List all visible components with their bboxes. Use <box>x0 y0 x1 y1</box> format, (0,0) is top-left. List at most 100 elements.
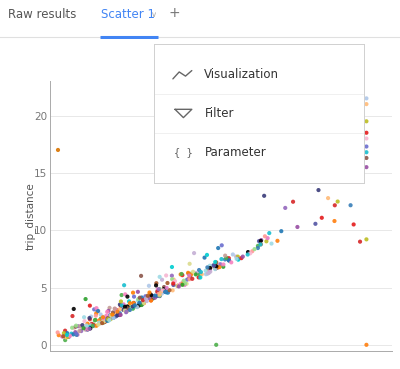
Point <box>347 202 354 208</box>
Point <box>198 271 205 277</box>
Point <box>110 310 116 315</box>
Point <box>202 268 209 274</box>
Point <box>84 327 91 332</box>
Point <box>92 317 98 323</box>
Point <box>170 277 177 283</box>
Point <box>105 316 111 322</box>
Point <box>89 323 96 329</box>
Text: ∨: ∨ <box>63 10 69 19</box>
Point <box>154 289 161 294</box>
Point <box>170 287 176 293</box>
Point <box>106 317 112 323</box>
Point <box>80 325 87 331</box>
Point <box>65 334 71 340</box>
Point <box>204 252 210 258</box>
Point <box>212 266 219 272</box>
Point <box>124 306 130 312</box>
Point <box>138 302 145 308</box>
Point <box>261 193 267 199</box>
Point <box>131 300 137 306</box>
Point <box>179 272 186 278</box>
Point <box>159 291 165 297</box>
Point <box>124 303 131 309</box>
Point <box>82 327 89 332</box>
Point <box>162 289 169 295</box>
Point <box>363 130 370 136</box>
Point <box>363 144 370 149</box>
Point <box>84 327 90 333</box>
Point <box>141 296 147 302</box>
Point <box>309 176 315 182</box>
Point <box>140 299 147 304</box>
Point <box>207 265 214 270</box>
Point <box>124 308 131 314</box>
Point <box>120 301 127 307</box>
Point <box>104 309 110 315</box>
Point <box>222 253 228 259</box>
Point <box>132 302 138 308</box>
Point <box>217 261 224 267</box>
Point <box>105 317 111 323</box>
Point <box>163 273 169 279</box>
Point <box>70 331 76 337</box>
Point <box>114 312 120 318</box>
Point <box>198 269 204 275</box>
Point <box>114 307 120 313</box>
Point <box>290 199 296 205</box>
Point <box>226 258 232 263</box>
Point <box>112 306 118 312</box>
Point <box>293 161 299 167</box>
Point <box>138 294 145 300</box>
Point <box>83 325 90 331</box>
Point <box>218 242 225 248</box>
Point <box>124 307 131 313</box>
Point <box>182 282 188 288</box>
Point <box>181 278 187 284</box>
Point <box>90 323 96 329</box>
Point <box>251 246 258 252</box>
Point <box>213 263 220 269</box>
Point <box>67 333 73 339</box>
Point <box>72 329 78 335</box>
Point <box>205 270 211 276</box>
Point <box>207 269 214 275</box>
Point <box>95 321 102 327</box>
Point <box>282 205 288 211</box>
Point <box>318 215 325 221</box>
Text: +: + <box>168 6 180 20</box>
Point <box>113 308 119 314</box>
Point <box>210 262 216 268</box>
Point <box>100 314 106 320</box>
Point <box>131 294 137 300</box>
Y-axis label: trip_distance: trip_distance <box>24 182 35 250</box>
Point <box>130 290 136 296</box>
Point <box>178 272 184 277</box>
Point <box>86 326 93 332</box>
Point <box>331 218 338 224</box>
Point <box>109 311 116 317</box>
Point <box>357 239 363 245</box>
Point <box>162 287 169 293</box>
Point <box>62 328 68 334</box>
Point <box>116 312 123 318</box>
Point <box>184 277 190 283</box>
Point <box>79 322 86 328</box>
Point <box>204 265 210 270</box>
Point <box>124 294 131 300</box>
Point <box>60 333 66 339</box>
Point <box>189 276 196 282</box>
Point <box>143 296 149 301</box>
Point <box>159 277 165 283</box>
Point <box>224 256 230 262</box>
Point <box>88 314 94 320</box>
Point <box>166 287 173 293</box>
Point <box>128 304 134 310</box>
Point <box>74 332 80 338</box>
Point <box>82 296 89 302</box>
Point <box>146 283 152 289</box>
Point <box>108 316 114 322</box>
Point <box>97 320 103 326</box>
Point <box>87 325 94 331</box>
Point <box>156 286 162 292</box>
Point <box>64 332 70 338</box>
